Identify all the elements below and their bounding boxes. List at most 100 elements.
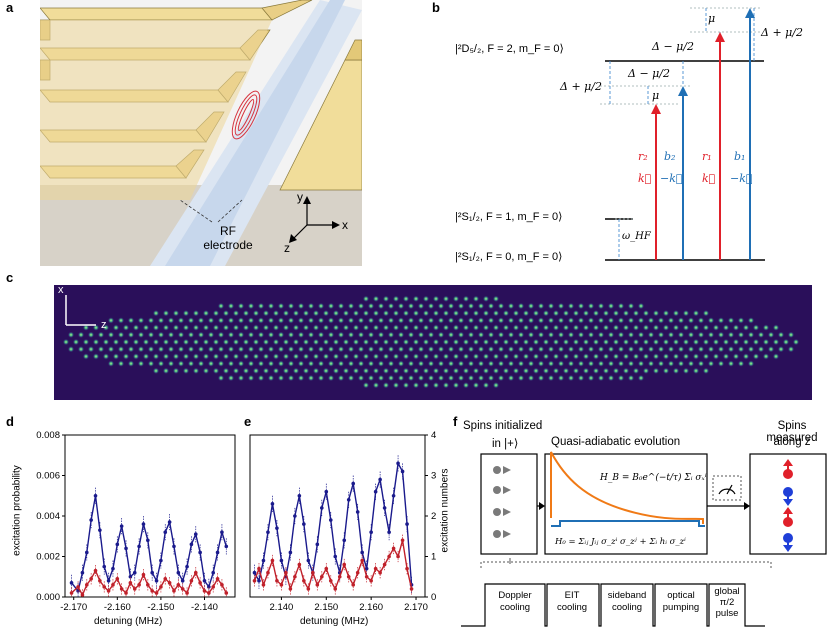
ion [292, 324, 300, 331]
y-tick-label: 3 [431, 471, 436, 482]
ion [307, 331, 315, 338]
ion [557, 302, 565, 310]
ion [407, 317, 415, 324]
ion [757, 331, 765, 338]
ion [287, 302, 295, 310]
ion [467, 302, 475, 310]
ion [462, 295, 470, 302]
ion [642, 353, 650, 360]
ion [622, 338, 630, 346]
ion [722, 324, 730, 331]
ion [472, 353, 480, 360]
data-point [150, 570, 154, 575]
ion [417, 317, 425, 324]
ion [252, 367, 260, 374]
ion [597, 331, 605, 338]
ion [187, 317, 195, 324]
ion [722, 338, 730, 346]
ion [752, 324, 760, 331]
ion [462, 353, 470, 360]
ion [157, 360, 165, 367]
ion [87, 346, 95, 353]
ion [407, 331, 415, 338]
ion [172, 367, 180, 374]
ion [82, 353, 90, 360]
ion [427, 302, 435, 310]
axis-label-y: y [297, 190, 303, 204]
ion [317, 331, 325, 338]
ion [202, 367, 210, 374]
ion [217, 374, 225, 382]
ion [742, 338, 750, 346]
ion [177, 346, 185, 353]
ion [107, 360, 115, 367]
ion [237, 374, 245, 382]
ion [492, 367, 500, 374]
data-point [159, 585, 163, 589]
ion [412, 295, 420, 302]
ion [467, 346, 475, 353]
ion [192, 353, 200, 360]
x-tick-label: -2.140 [191, 602, 218, 613]
ion [142, 324, 150, 331]
ion [527, 302, 535, 310]
data-point [89, 518, 93, 522]
ion [247, 360, 255, 367]
ion [167, 317, 175, 324]
ion [337, 302, 345, 310]
ion [267, 346, 275, 353]
ion [487, 346, 495, 353]
ion [592, 353, 600, 360]
ion [557, 360, 565, 367]
ion [197, 317, 205, 324]
ion [162, 367, 170, 374]
ion [732, 353, 740, 360]
data-point [98, 528, 102, 532]
data-point [279, 558, 284, 563]
ion [127, 331, 135, 338]
data-point [132, 570, 137, 575]
ion [552, 324, 560, 331]
ion [617, 302, 625, 310]
ion [642, 324, 650, 331]
ion [602, 367, 610, 374]
ion [762, 324, 770, 331]
ion [437, 360, 445, 367]
ion [232, 338, 240, 346]
ion [92, 324, 100, 331]
ion [767, 346, 775, 353]
y-tick-label: 0.008 [36, 430, 60, 441]
ion [432, 382, 440, 389]
ion [202, 310, 210, 317]
data-point [119, 524, 124, 528]
ion [472, 382, 480, 389]
ion [502, 338, 510, 346]
data-point [198, 581, 202, 585]
ion [347, 331, 355, 338]
ion [497, 374, 505, 382]
ion [242, 367, 250, 374]
ion [597, 346, 605, 353]
protocol-schematic [461, 451, 827, 627]
ion [152, 367, 160, 374]
ion [642, 367, 650, 374]
ion [472, 338, 480, 346]
ion [62, 338, 70, 346]
ion [637, 302, 645, 310]
step-optical: optical pumping [662, 590, 700, 613]
ion [502, 367, 510, 374]
ion [707, 360, 715, 367]
data-point [373, 489, 378, 494]
ion [542, 338, 550, 346]
ion [192, 338, 200, 346]
data-point [111, 583, 115, 587]
data-point [270, 558, 275, 563]
y-tick-label: 4 [431, 430, 436, 441]
ion [367, 346, 375, 353]
data-point [328, 579, 333, 583]
ion [672, 353, 680, 360]
ion [452, 382, 460, 389]
ion [212, 324, 220, 331]
ion [482, 310, 490, 317]
ion [272, 324, 280, 331]
